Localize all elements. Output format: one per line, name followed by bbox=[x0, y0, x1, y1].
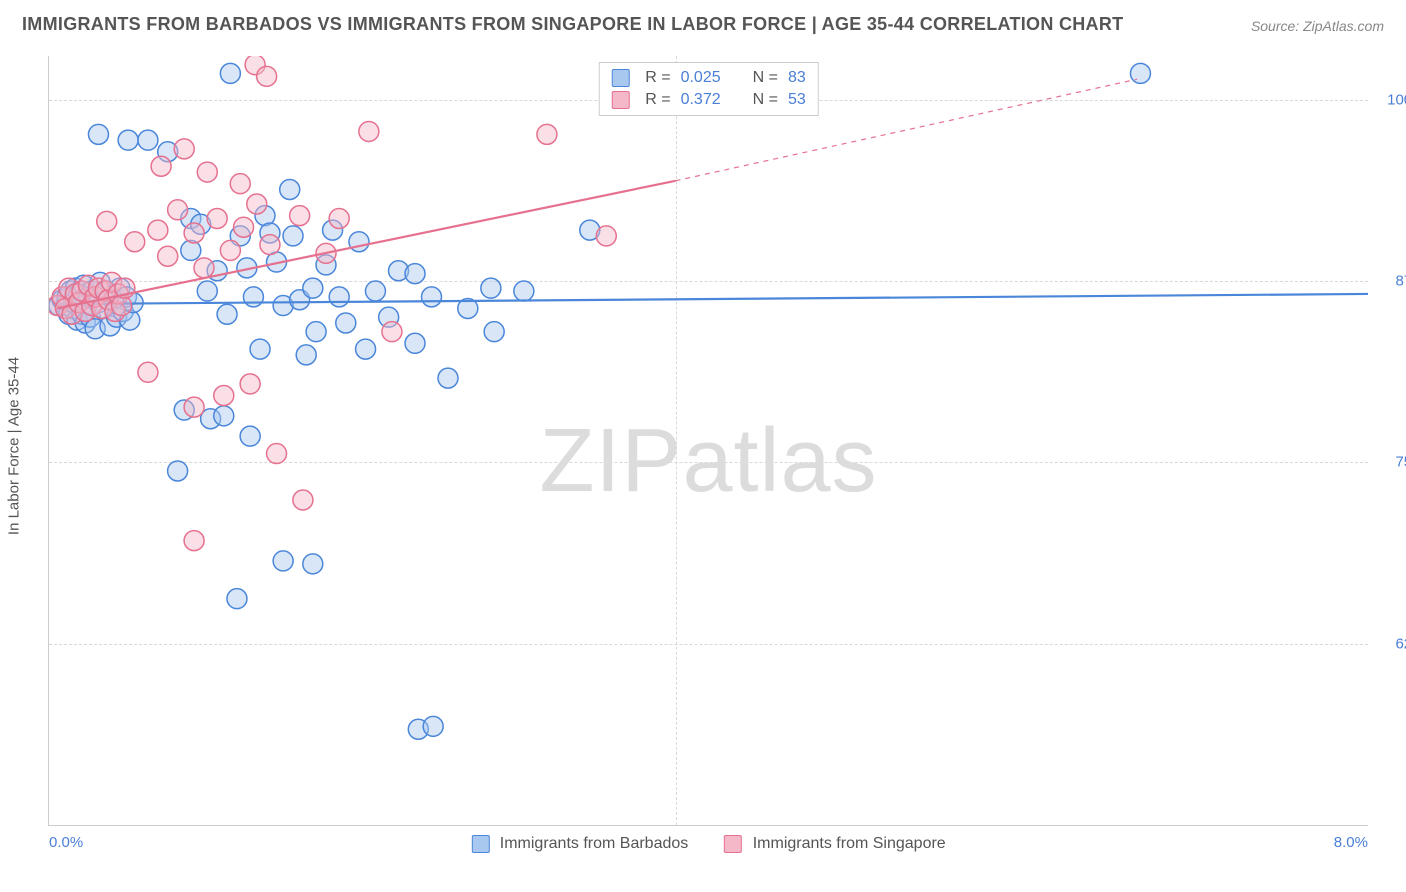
scatter-point bbox=[243, 287, 263, 307]
scatter-point bbox=[359, 121, 379, 141]
scatter-point bbox=[112, 296, 132, 316]
x-tick-label: 8.0% bbox=[1334, 834, 1368, 851]
scatter-point bbox=[405, 264, 425, 284]
scatter-point bbox=[283, 226, 303, 246]
stat-label: R = bbox=[645, 69, 670, 87]
chart-svg bbox=[49, 56, 1368, 825]
scatter-point bbox=[382, 322, 402, 342]
legend-label: Immigrants from Singapore bbox=[753, 835, 946, 852]
scatter-point bbox=[405, 333, 425, 353]
stat-label: R = bbox=[645, 91, 670, 109]
scatter-point bbox=[168, 461, 188, 481]
scatter-point bbox=[303, 278, 323, 298]
scatter-point bbox=[240, 426, 260, 446]
scatter-point bbox=[214, 406, 234, 426]
stat-row: R = 0.372 N = 53 bbox=[607, 89, 810, 111]
scatter-point bbox=[207, 209, 227, 229]
scatter-point bbox=[329, 287, 349, 307]
scatter-point bbox=[148, 220, 168, 240]
scatter-point bbox=[168, 200, 188, 220]
scatter-point bbox=[247, 194, 267, 214]
scatter-point bbox=[280, 179, 300, 199]
stat-value-r: 0.025 bbox=[681, 69, 721, 87]
scatter-point bbox=[194, 258, 214, 278]
legend-item: Immigrants from Barbados bbox=[471, 835, 688, 853]
scatter-point bbox=[481, 278, 501, 298]
scatter-point bbox=[220, 240, 240, 260]
y-tick-label: 62.5% bbox=[1378, 635, 1406, 652]
stat-label: N = bbox=[753, 69, 778, 87]
legend-item: Immigrants from Singapore bbox=[724, 835, 945, 853]
scatter-point bbox=[97, 211, 117, 231]
scatter-point bbox=[365, 281, 385, 301]
scatter-point bbox=[306, 322, 326, 342]
stat-value-n: 83 bbox=[788, 69, 806, 87]
scatter-point bbox=[290, 206, 310, 226]
x-tick-label: 0.0% bbox=[49, 834, 83, 851]
scatter-point bbox=[197, 281, 217, 301]
scatter-point bbox=[267, 444, 287, 464]
scatter-point bbox=[356, 339, 376, 359]
scatter-point bbox=[138, 130, 158, 150]
scatter-point bbox=[293, 490, 313, 510]
swatch-icon bbox=[611, 91, 629, 109]
correlation-stats-box: R = 0.025 N = 83 R = 0.372 N = 53 bbox=[598, 62, 819, 116]
scatter-point bbox=[514, 281, 534, 301]
scatter-point bbox=[329, 209, 349, 229]
scatter-point bbox=[227, 589, 247, 609]
scatter-point bbox=[158, 246, 178, 266]
scatter-point bbox=[336, 313, 356, 333]
scatter-point bbox=[1130, 63, 1150, 83]
swatch-icon bbox=[471, 835, 489, 853]
y-axis-label: In Labor Force | Age 35-44 bbox=[6, 357, 23, 535]
scatter-point bbox=[240, 374, 260, 394]
scatter-point bbox=[438, 368, 458, 388]
scatter-point bbox=[174, 139, 194, 159]
scatter-point bbox=[197, 162, 217, 182]
legend-bottom: Immigrants from Barbados Immigrants from… bbox=[471, 835, 945, 853]
chart-title: IMMIGRANTS FROM BARBADOS VS IMMIGRANTS F… bbox=[22, 14, 1123, 35]
stat-label: N = bbox=[753, 91, 778, 109]
scatter-point bbox=[230, 174, 250, 194]
stat-row: R = 0.025 N = 83 bbox=[607, 67, 810, 89]
scatter-point bbox=[273, 551, 293, 571]
stat-value-r: 0.372 bbox=[681, 91, 721, 109]
scatter-point bbox=[214, 386, 234, 406]
scatter-point bbox=[422, 287, 442, 307]
scatter-point bbox=[537, 124, 557, 144]
source-label: Source: ZipAtlas.com bbox=[1251, 18, 1384, 34]
swatch-icon bbox=[724, 835, 742, 853]
scatter-point bbox=[250, 339, 270, 359]
scatter-point bbox=[303, 554, 323, 574]
y-tick-label: 100.0% bbox=[1378, 91, 1406, 108]
plot-area: ZIPatlas R = 0.025 N = 83 R = 0.372 N = … bbox=[48, 56, 1368, 826]
y-tick-label: 75.0% bbox=[1378, 454, 1406, 471]
scatter-point bbox=[184, 223, 204, 243]
scatter-point bbox=[138, 362, 158, 382]
scatter-point bbox=[88, 124, 108, 144]
swatch-icon bbox=[611, 69, 629, 87]
stat-value-n: 53 bbox=[788, 91, 806, 109]
legend-label: Immigrants from Barbados bbox=[500, 835, 689, 852]
scatter-point bbox=[220, 63, 240, 83]
scatter-point bbox=[217, 304, 237, 324]
scatter-point bbox=[181, 240, 201, 260]
scatter-point bbox=[125, 232, 145, 252]
y-tick-label: 87.5% bbox=[1378, 272, 1406, 289]
scatter-point bbox=[184, 531, 204, 551]
scatter-point bbox=[257, 66, 277, 86]
scatter-point bbox=[260, 235, 280, 255]
scatter-point bbox=[151, 156, 171, 176]
scatter-point bbox=[596, 226, 616, 246]
scatter-point bbox=[296, 345, 316, 365]
scatter-point bbox=[423, 716, 443, 736]
scatter-point bbox=[184, 397, 204, 417]
scatter-point bbox=[118, 130, 138, 150]
scatter-point bbox=[234, 217, 254, 237]
scatter-point bbox=[484, 322, 504, 342]
